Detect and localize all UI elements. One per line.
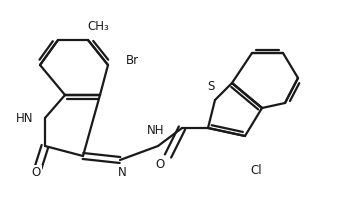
Text: N: N	[118, 166, 126, 178]
Text: HN: HN	[16, 111, 33, 125]
Text: Br: Br	[126, 53, 139, 67]
Text: CH₃: CH₃	[87, 20, 109, 32]
Text: NH: NH	[147, 125, 165, 137]
Text: O: O	[31, 166, 41, 180]
Text: Cl: Cl	[250, 163, 262, 177]
Text: O: O	[155, 157, 164, 171]
Text: S: S	[207, 80, 215, 94]
